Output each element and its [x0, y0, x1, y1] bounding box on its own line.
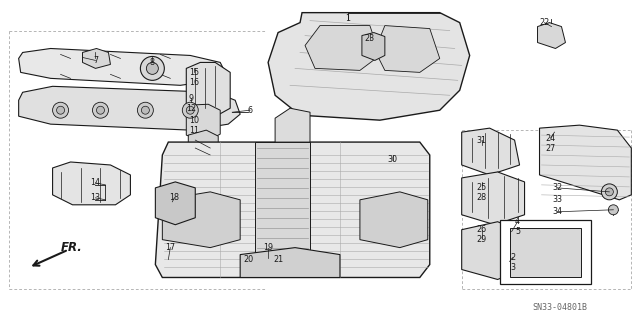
Text: 31: 31: [477, 136, 486, 145]
Polygon shape: [461, 172, 525, 225]
Circle shape: [186, 106, 195, 114]
Circle shape: [602, 184, 618, 200]
Polygon shape: [362, 33, 385, 60]
Text: 13: 13: [90, 193, 100, 202]
Text: 24: 24: [545, 134, 556, 143]
Polygon shape: [186, 63, 230, 118]
Text: 28: 28: [477, 193, 486, 202]
Text: 11: 11: [189, 126, 199, 135]
Text: 10: 10: [189, 116, 199, 125]
Polygon shape: [163, 192, 240, 248]
Text: 29: 29: [477, 235, 487, 244]
Polygon shape: [275, 108, 310, 142]
Polygon shape: [19, 48, 225, 85]
Text: 6: 6: [248, 106, 253, 115]
Text: 27: 27: [545, 144, 556, 152]
Text: 1: 1: [346, 14, 351, 23]
Polygon shape: [188, 130, 218, 160]
Text: 14: 14: [90, 178, 100, 187]
Circle shape: [605, 188, 613, 196]
Text: 2: 2: [510, 253, 515, 262]
Circle shape: [97, 106, 104, 114]
Polygon shape: [500, 220, 591, 285]
Text: 8: 8: [150, 58, 155, 67]
Circle shape: [52, 102, 68, 118]
Polygon shape: [375, 26, 440, 72]
Circle shape: [138, 102, 154, 118]
Circle shape: [609, 205, 618, 215]
Text: 12: 12: [186, 104, 196, 113]
Text: 15: 15: [189, 68, 199, 77]
Polygon shape: [255, 142, 310, 278]
Polygon shape: [360, 192, 428, 248]
Text: 4: 4: [515, 217, 520, 226]
Polygon shape: [268, 13, 470, 120]
Polygon shape: [461, 128, 520, 175]
Polygon shape: [305, 26, 380, 70]
Polygon shape: [156, 182, 195, 225]
Circle shape: [140, 56, 164, 80]
Circle shape: [141, 106, 149, 114]
Text: 7: 7: [93, 56, 98, 65]
Text: 22: 22: [540, 18, 550, 27]
Polygon shape: [461, 222, 527, 279]
Polygon shape: [540, 125, 631, 200]
Circle shape: [93, 102, 108, 118]
Text: FR.: FR.: [61, 241, 83, 254]
Text: 18: 18: [170, 193, 179, 202]
Circle shape: [147, 63, 158, 74]
Polygon shape: [509, 228, 581, 278]
Circle shape: [56, 106, 65, 114]
Polygon shape: [156, 142, 430, 278]
Text: 3: 3: [510, 263, 515, 272]
Text: SN33-04801B: SN33-04801B: [532, 303, 587, 312]
Text: 5: 5: [515, 227, 520, 236]
Text: 19: 19: [263, 243, 273, 252]
Text: 32: 32: [552, 183, 563, 192]
Text: 33: 33: [552, 195, 563, 204]
Polygon shape: [19, 86, 240, 130]
Text: 21: 21: [273, 255, 283, 264]
Polygon shape: [538, 23, 566, 48]
Polygon shape: [240, 248, 340, 278]
Polygon shape: [186, 104, 220, 142]
Text: 9: 9: [189, 94, 194, 103]
Circle shape: [182, 102, 198, 118]
Text: 17: 17: [165, 243, 175, 252]
Text: 26: 26: [477, 225, 486, 234]
Text: 25: 25: [477, 183, 487, 192]
Polygon shape: [83, 48, 111, 68]
Polygon shape: [52, 162, 131, 205]
Text: 34: 34: [552, 207, 563, 216]
Text: 30: 30: [388, 155, 398, 165]
Text: 23: 23: [365, 34, 375, 43]
Text: 16: 16: [189, 78, 199, 87]
Text: 20: 20: [243, 255, 253, 264]
